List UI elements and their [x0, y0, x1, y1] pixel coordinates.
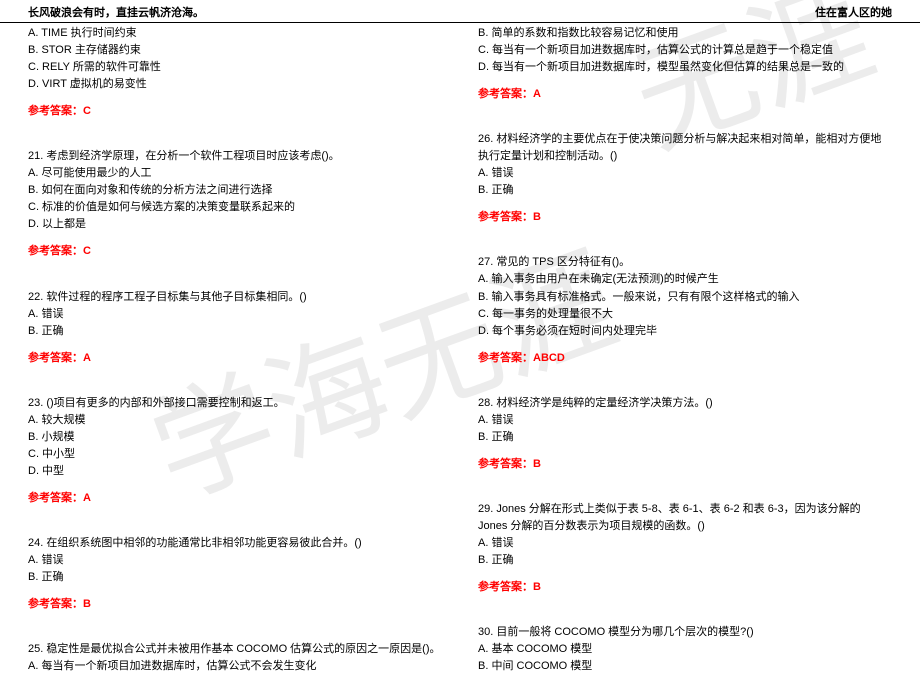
option-a: A. 错误: [478, 535, 892, 552]
option-b: B. 简单的系数和指数比较容易记忆和使用: [478, 25, 892, 42]
answer-text: 参考答案：B: [28, 596, 442, 613]
option-a: A. TIME 执行时间约束: [28, 25, 442, 42]
answer-text: 参考答案：B: [478, 579, 892, 596]
answer-text: 参考答案：A: [478, 86, 892, 103]
option-b: B. 正确: [478, 552, 892, 569]
option-b: B. 如何在面向对象和传统的分析方法之间进行选择: [28, 182, 442, 199]
option-c: C. 每一事务的处理量很不大: [478, 306, 892, 323]
option-c: C. 每当有一个新项目加进数据库时，估算公式的计算总是趋于一个稳定值: [478, 42, 892, 59]
header-left-quote: 长风破浪会有时，直挂云帆济沧海。: [28, 4, 204, 20]
option-a: A. 尽可能使用最少的人工: [28, 165, 442, 182]
answer-text: 参考答案：ABCD: [478, 350, 892, 367]
option-b: B. 正确: [478, 182, 892, 199]
option-a: A. 错误: [478, 412, 892, 429]
answer-text: 参考答案：A: [28, 350, 442, 367]
option-a: A. 错误: [478, 165, 892, 182]
option-b: B. STOR 主存储器约束: [28, 42, 442, 59]
option-a: A. 错误: [28, 306, 442, 323]
page-header: 长风破浪会有时，直挂云帆济沧海。 住在富人区的她: [0, 0, 920, 23]
answer-text: 参考答案：B: [478, 456, 892, 473]
option-c: C. 标准的价值是如何与候选方案的决策变量联系起来的: [28, 199, 442, 216]
answer-text: 参考答案：B: [478, 209, 892, 226]
question-stem: 27. 常见的 TPS 区分特征有()。: [478, 254, 892, 271]
answer-text: 参考答案：A: [28, 490, 442, 507]
content-columns: A. TIME 执行时间约束 B. STOR 主存储器约束 C. RELY 所需…: [0, 23, 920, 675]
left-column: A. TIME 执行时间约束 B. STOR 主存储器约束 C. RELY 所需…: [28, 23, 460, 675]
option-b: B. 正确: [28, 323, 442, 340]
option-b: B. 小规模: [28, 429, 442, 446]
question-stem: 29. Jones 分解在形式上类似于表 5-8、表 6-1、表 6-2 和表 …: [478, 501, 892, 535]
option-c: C. 中小型: [28, 446, 442, 463]
question-stem: 25. 稳定性是最优拟合公式并未被用作基本 COCOMO 估算公式的原因之一原因…: [28, 641, 442, 658]
option-c: C. RELY 所需的软件可靠性: [28, 59, 442, 76]
question-stem: 22. 软件过程的程序工程子目标集与其他子目标集相同。(): [28, 289, 442, 306]
option-d: D. 中型: [28, 463, 442, 480]
option-b: B. 正确: [478, 429, 892, 446]
option-b: B. 输入事务具有标准格式。一般来说，只有有限个这样格式的输入: [478, 289, 892, 306]
header-right-text: 住在富人区的她: [815, 4, 892, 20]
question-stem: 24. 在组织系统图中相邻的功能通常比非相邻功能更容易彼此合并。(): [28, 535, 442, 552]
right-column: B. 简单的系数和指数比较容易记忆和使用 C. 每当有一个新项目加进数据库时，估…: [460, 23, 892, 675]
question-stem: 26. 材料经济学的主要优点在于使决策问题分析与解决起来相对简单，能相对方便地执…: [478, 131, 892, 165]
option-d: D. VIRT 虚拟机的易变性: [28, 76, 442, 93]
question-stem: 23. ()项目有更多的内部和外部接口需要控制和返工。: [28, 395, 442, 412]
option-d: D. 每当有一个新项目加进数据库时，模型虽然变化但估算的结果总是一致的: [478, 59, 892, 76]
question-stem: 28. 材料经济学是纯粹的定量经济学决策方法。(): [478, 395, 892, 412]
option-a: A. 输入事务由用户在未确定(无法预测)的时候产生: [478, 271, 892, 288]
option-a: A. 较大规模: [28, 412, 442, 429]
answer-text: 参考答案：C: [28, 103, 442, 120]
option-a: A. 每当有一个新项目加进数据库时，估算公式不会发生变化: [28, 658, 442, 675]
option-d: D. 以上都是: [28, 216, 442, 233]
question-stem: 21. 考虑到经济学原理，在分析一个软件工程项目时应该考虑()。: [28, 148, 442, 165]
option-b: B. 正确: [28, 569, 442, 586]
option-d: D. 每个事务必须在短时间内处理完毕: [478, 323, 892, 340]
option-a: A. 错误: [28, 552, 442, 569]
answer-text: 参考答案：C: [28, 243, 442, 260]
option-b: B. 中间 COCOMO 模型: [478, 658, 892, 675]
question-stem: 30. 目前一般将 COCOMO 模型分为哪几个层次的模型?(): [478, 624, 892, 641]
option-a: A. 基本 COCOMO 模型: [478, 641, 892, 658]
